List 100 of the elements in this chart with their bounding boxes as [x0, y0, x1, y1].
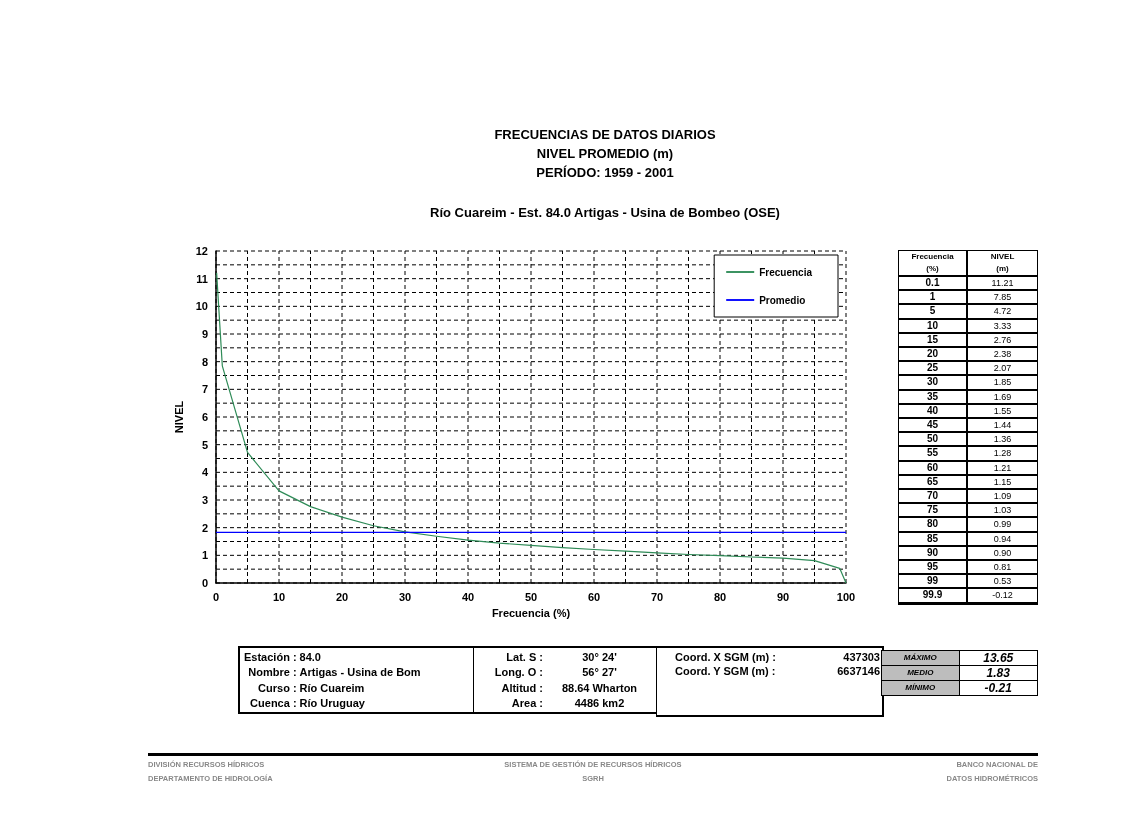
y-tick-label: 10 [195, 300, 208, 313]
y-tick-label: 8 [201, 355, 208, 368]
text: 1.36 [968, 433, 1037, 448]
text: 84.0 [298, 651, 322, 664]
text: 90 [899, 546, 968, 562]
text: 2.07 [968, 362, 1037, 377]
y-tick-label: 4 [201, 466, 209, 479]
text: Long. O : [493, 666, 543, 679]
text: 1.03 [968, 504, 1037, 519]
text: MEDIO [882, 666, 960, 681]
text: 7.85 [968, 291, 1037, 306]
text: 99 [899, 575, 968, 590]
y-tick-label: 12 [195, 245, 208, 257]
text: 80 [899, 518, 968, 533]
text: 65 [899, 475, 968, 491]
text: 1.09 [968, 490, 1037, 505]
text: 60 [899, 461, 968, 476]
y-tick-label: 7 [201, 383, 208, 396]
text: 0.1 [899, 277, 968, 292]
text: 56° 27' [581, 666, 618, 679]
x-tick-label: 90 [776, 590, 790, 603]
text: Nombre : [247, 666, 297, 679]
text: MÁXIMO [882, 651, 960, 666]
y-axis-title: NIVEL [173, 400, 186, 434]
text: 1.21 [968, 461, 1037, 476]
y-tick-label: 9 [201, 328, 208, 340]
y-tick-label: 5 [201, 438, 208, 451]
x-tick-label: 50 [524, 590, 538, 603]
x-tick-label: 10 [272, 590, 286, 603]
legend-label: Frecuencia [759, 266, 813, 278]
text: 1.83 [959, 666, 1037, 681]
y-tick-label: 0 [201, 577, 208, 589]
text: NIVEL (m) [968, 251, 1037, 277]
text: 6637146 [836, 665, 880, 677]
x-tick-label: 70 [650, 590, 664, 603]
text: 70 [899, 490, 968, 505]
text: 50 [899, 433, 968, 448]
text: 35 [899, 390, 968, 405]
text: 30° 24' [581, 651, 618, 664]
x-tick-label: 80 [713, 590, 727, 603]
text: 45 [899, 419, 968, 434]
text: 85 [899, 532, 968, 547]
text: 99.9 [899, 589, 968, 604]
text: 1.44 [968, 419, 1037, 434]
text: 55 [899, 447, 968, 462]
chart-subtitle: Río Cuareim - Est. 84.0 Artigas - Usina de Bombeo (OSE) [430, 205, 780, 220]
text: 0.94 [968, 532, 1037, 547]
text: 2.76 [968, 333, 1037, 349]
text: 1.28 [968, 447, 1037, 462]
text: Río Cuareim [298, 681, 366, 694]
text: 75 [899, 504, 968, 519]
text: 4486 km2 [573, 696, 626, 709]
x-tick-label: 40 [461, 590, 475, 603]
text: -0.12 [968, 589, 1037, 604]
text: 0.53 [968, 575, 1037, 590]
x-tick-label: 30 [398, 590, 412, 603]
text: Artigas - Usina de Bom [298, 666, 422, 679]
y-tick-label: 3 [201, 494, 208, 506]
text: Coord. X SGM (m) : [675, 651, 776, 663]
text: Curso : [257, 681, 297, 694]
text: 13.65 [959, 651, 1037, 666]
text: 5 [899, 305, 968, 320]
text: 2.38 [968, 348, 1037, 363]
text: Lat. S : [505, 651, 543, 664]
text: Frecuencia (%) [899, 251, 968, 277]
text: 88.64 Wharton [560, 681, 639, 694]
y-tick-label: 1 [201, 549, 208, 562]
text: 1.69 [968, 390, 1037, 405]
y-tick-label: 6 [201, 411, 208, 423]
text: 0.90 [968, 546, 1037, 562]
text: 1.85 [968, 376, 1037, 391]
text: 15 [899, 333, 968, 349]
text: Area : [510, 696, 543, 709]
x-tick-label: 0 [212, 590, 220, 603]
text: Río Uruguay [298, 696, 366, 709]
text: Cuenca : [249, 696, 297, 709]
y-tick-label: 11 [196, 272, 208, 285]
x-axis-title: Frecuencia (%) [491, 606, 571, 619]
text: 0.99 [968, 518, 1037, 533]
text: 0.81 [968, 561, 1037, 576]
text: MÍNIMO [882, 681, 960, 695]
text: Altitud : [500, 681, 543, 694]
legend-label: Promedio [759, 294, 806, 306]
chart-title: FRECUENCIAS DE DATOS DIARIOS NIVEL PROMEDIO (m) PERÍODO: 1959 - 2001 [494, 127, 716, 180]
text: 1 [899, 291, 968, 306]
text: Estación : [244, 651, 297, 664]
text: 1.55 [968, 404, 1037, 420]
text: -0.21 [959, 681, 1037, 695]
text: 95 [899, 561, 968, 576]
text: 20 [899, 348, 968, 363]
x-tick-label: 20 [335, 590, 349, 603]
text: 11.21 [968, 277, 1037, 292]
text: 1.15 [968, 475, 1037, 491]
text: 3.33 [968, 319, 1037, 334]
y-tick-label: 2 [201, 521, 208, 534]
text: 30 [899, 376, 968, 391]
text: 437303 [842, 651, 880, 663]
text: 25 [899, 362, 968, 377]
x-tick-label: 100 [836, 590, 856, 603]
text: Coord. Y SGM (m) : [675, 665, 776, 677]
